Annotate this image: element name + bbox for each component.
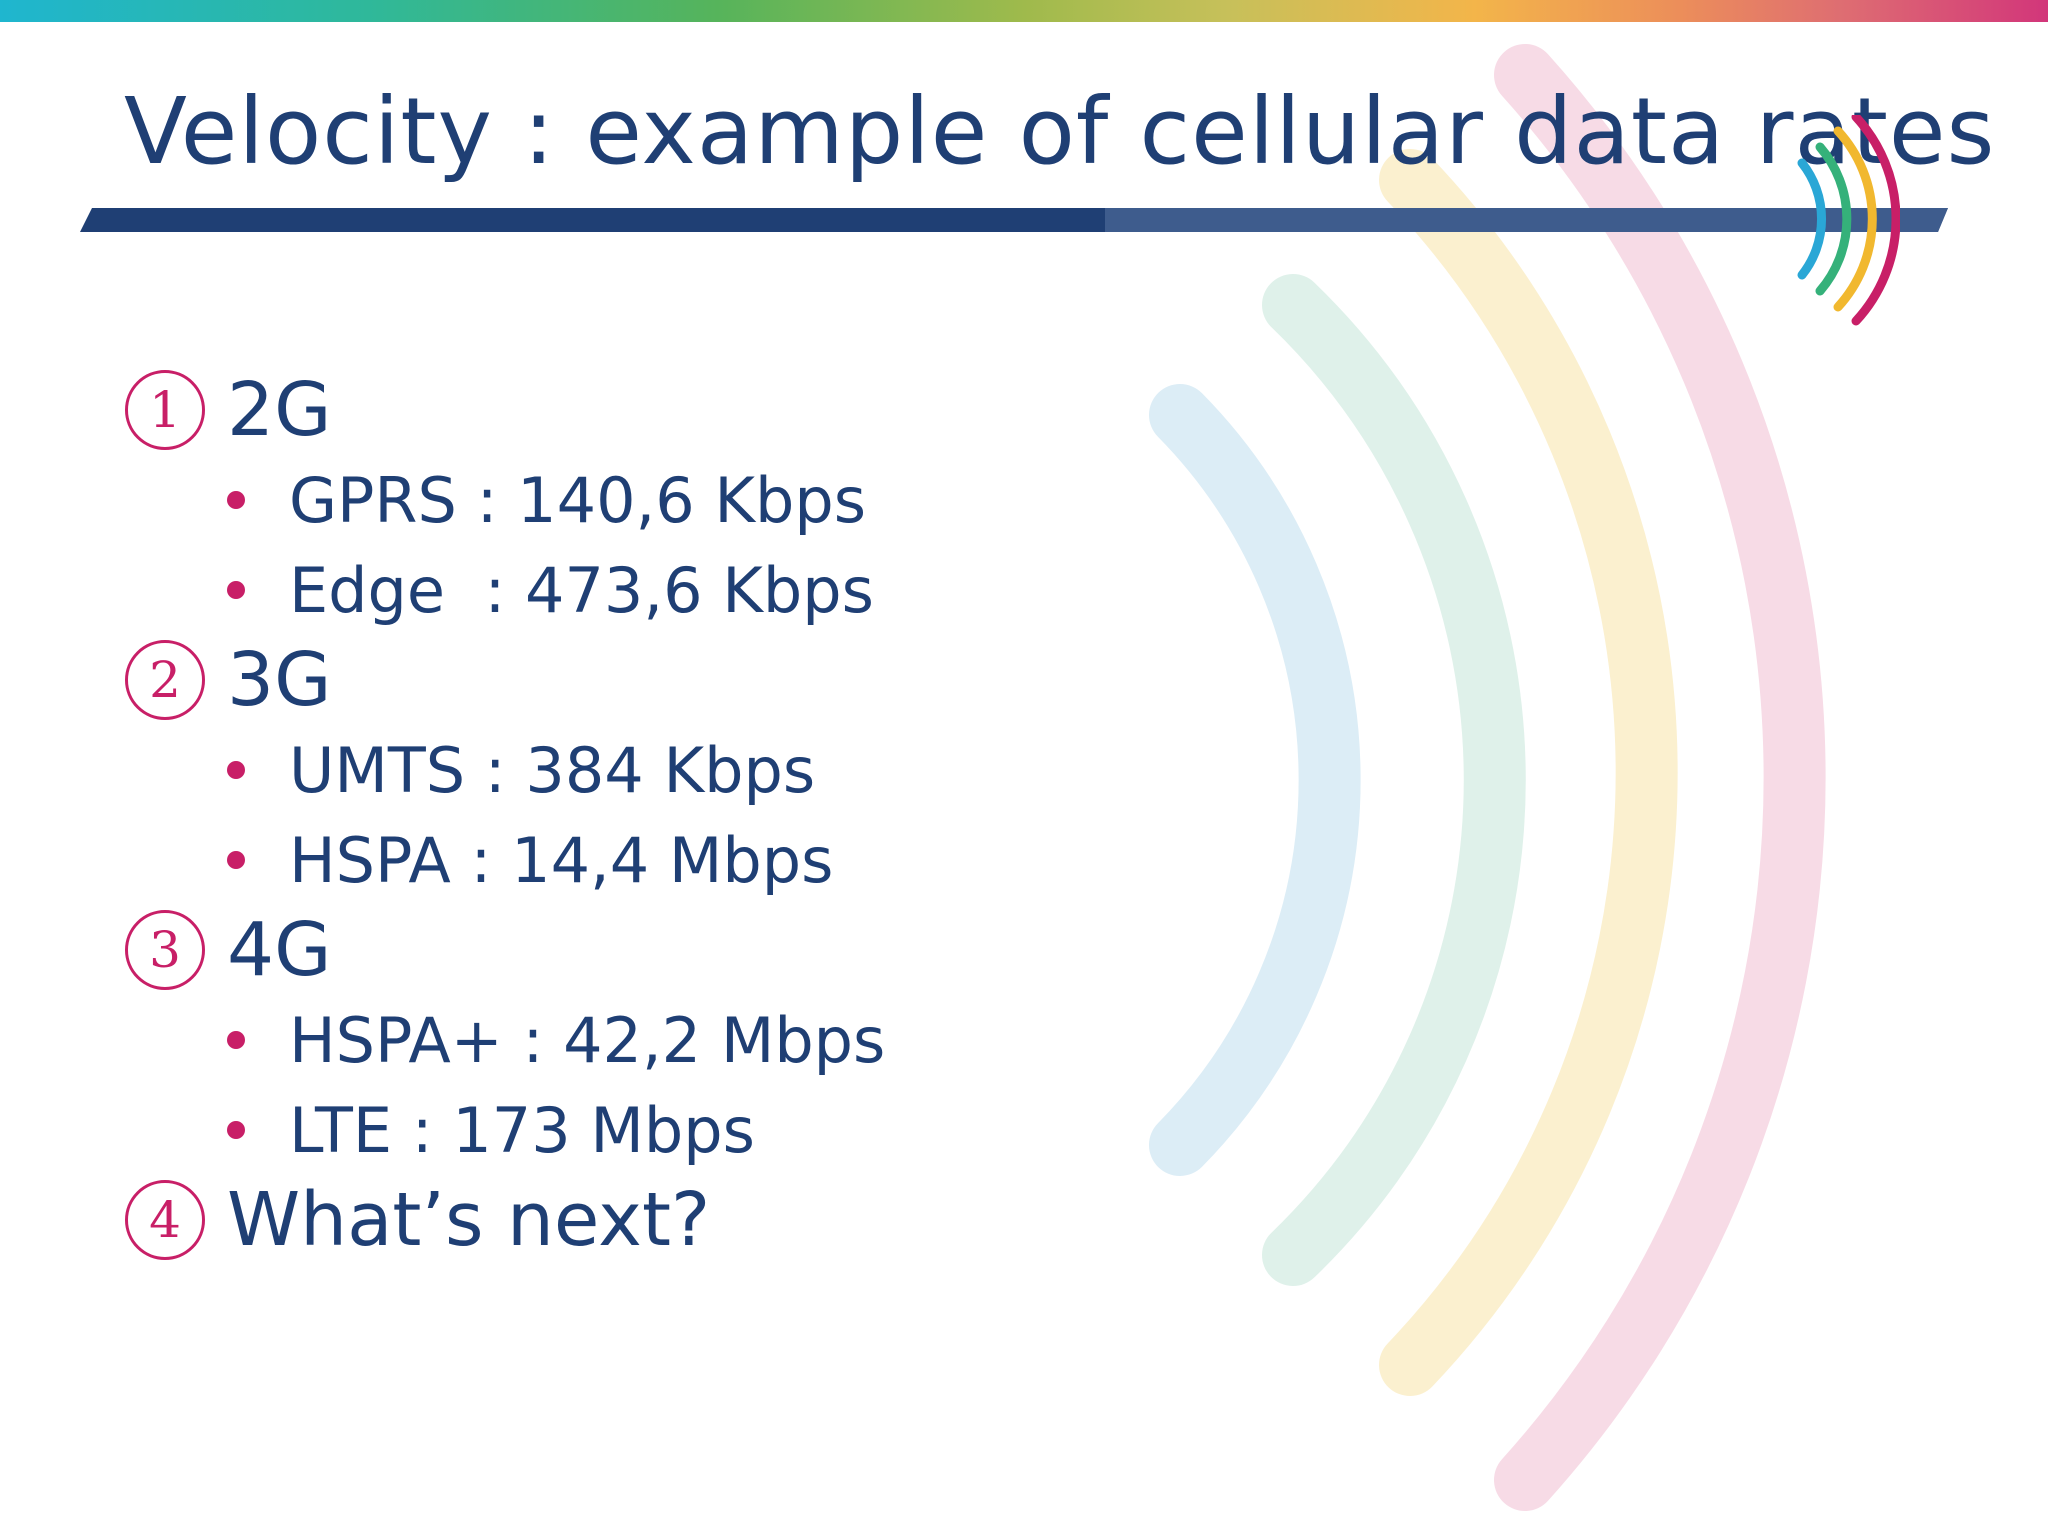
number-badge: 2 <box>125 640 205 720</box>
list-item: 2 3G UMTS : 384 Kbps HSPA : 14,4 Mbps <box>125 635 885 905</box>
bullet-icon <box>227 761 245 779</box>
wave-arc-pink <box>1494 44 1826 1511</box>
slide-title: Velocity : example of cellular data rate… <box>124 78 1996 185</box>
wave-arc-blue <box>1149 384 1361 1176</box>
generation-2g: 1 2G <box>125 365 885 455</box>
bullet-icon <box>227 491 245 509</box>
list-item: LTE : 173 Mbps <box>227 1085 885 1175</box>
generation-label: 3G <box>227 637 332 723</box>
wave-arc-green <box>1262 274 1526 1286</box>
generation-next: 4 What’s next? <box>125 1175 885 1265</box>
rate-label: UMTS : 384 Kbps <box>289 733 816 807</box>
bullet-icon <box>227 581 245 599</box>
list-item: HSPA : 14,4 Mbps <box>227 815 885 905</box>
generation-label: What’s next? <box>227 1177 711 1263</box>
generation-label: 2G <box>227 367 332 453</box>
list-item: HSPA+ : 42,2 Mbps <box>227 995 885 1085</box>
rate-label: HSPA+ : 42,2 Mbps <box>289 1003 886 1077</box>
rate-label: LTE : 173 Mbps <box>289 1093 755 1167</box>
signal-waves-logo-icon <box>1797 115 1900 326</box>
wave-arc-yellow <box>1379 149 1678 1396</box>
number-badge: 1 <box>125 370 205 450</box>
title-underline <box>80 208 1948 232</box>
list-item: 4 What’s next? <box>125 1175 885 1265</box>
bullet-icon <box>227 851 245 869</box>
generation-label: 4G <box>227 907 332 993</box>
generation-3g: 2 3G <box>125 635 885 725</box>
list-item: GPRS : 140,6 Kbps <box>227 455 885 545</box>
top-gradient-bar <box>0 0 2048 22</box>
rate-label: GPRS : 140,6 Kbps <box>289 463 867 537</box>
list-item: 3 4G HSPA+ : 42,2 Mbps LTE : 173 Mbps <box>125 905 885 1175</box>
list-item: 1 2G GPRS : 140,6 Kbps Edge : 473,6 Kbps <box>125 365 885 635</box>
rate-label: HSPA : 14,4 Mbps <box>289 823 834 897</box>
number-badge: 3 <box>125 910 205 990</box>
sub-list: GPRS : 140,6 Kbps Edge : 473,6 Kbps <box>125 455 885 635</box>
rate-label: Edge : 473,6 Kbps <box>289 553 874 627</box>
list-item: Edge : 473,6 Kbps <box>227 545 885 635</box>
sub-list: HSPA+ : 42,2 Mbps LTE : 173 Mbps <box>125 995 885 1175</box>
bullet-icon <box>227 1121 245 1139</box>
sub-list: UMTS : 384 Kbps HSPA : 14,4 Mbps <box>125 725 885 905</box>
number-badge: 4 <box>125 1180 205 1260</box>
generation-4g: 3 4G <box>125 905 885 995</box>
bullet-icon <box>227 1031 245 1049</box>
rates-list: 1 2G GPRS : 140,6 Kbps Edge : 473,6 Kbps… <box>125 365 885 1265</box>
list-item: UMTS : 384 Kbps <box>227 725 885 815</box>
